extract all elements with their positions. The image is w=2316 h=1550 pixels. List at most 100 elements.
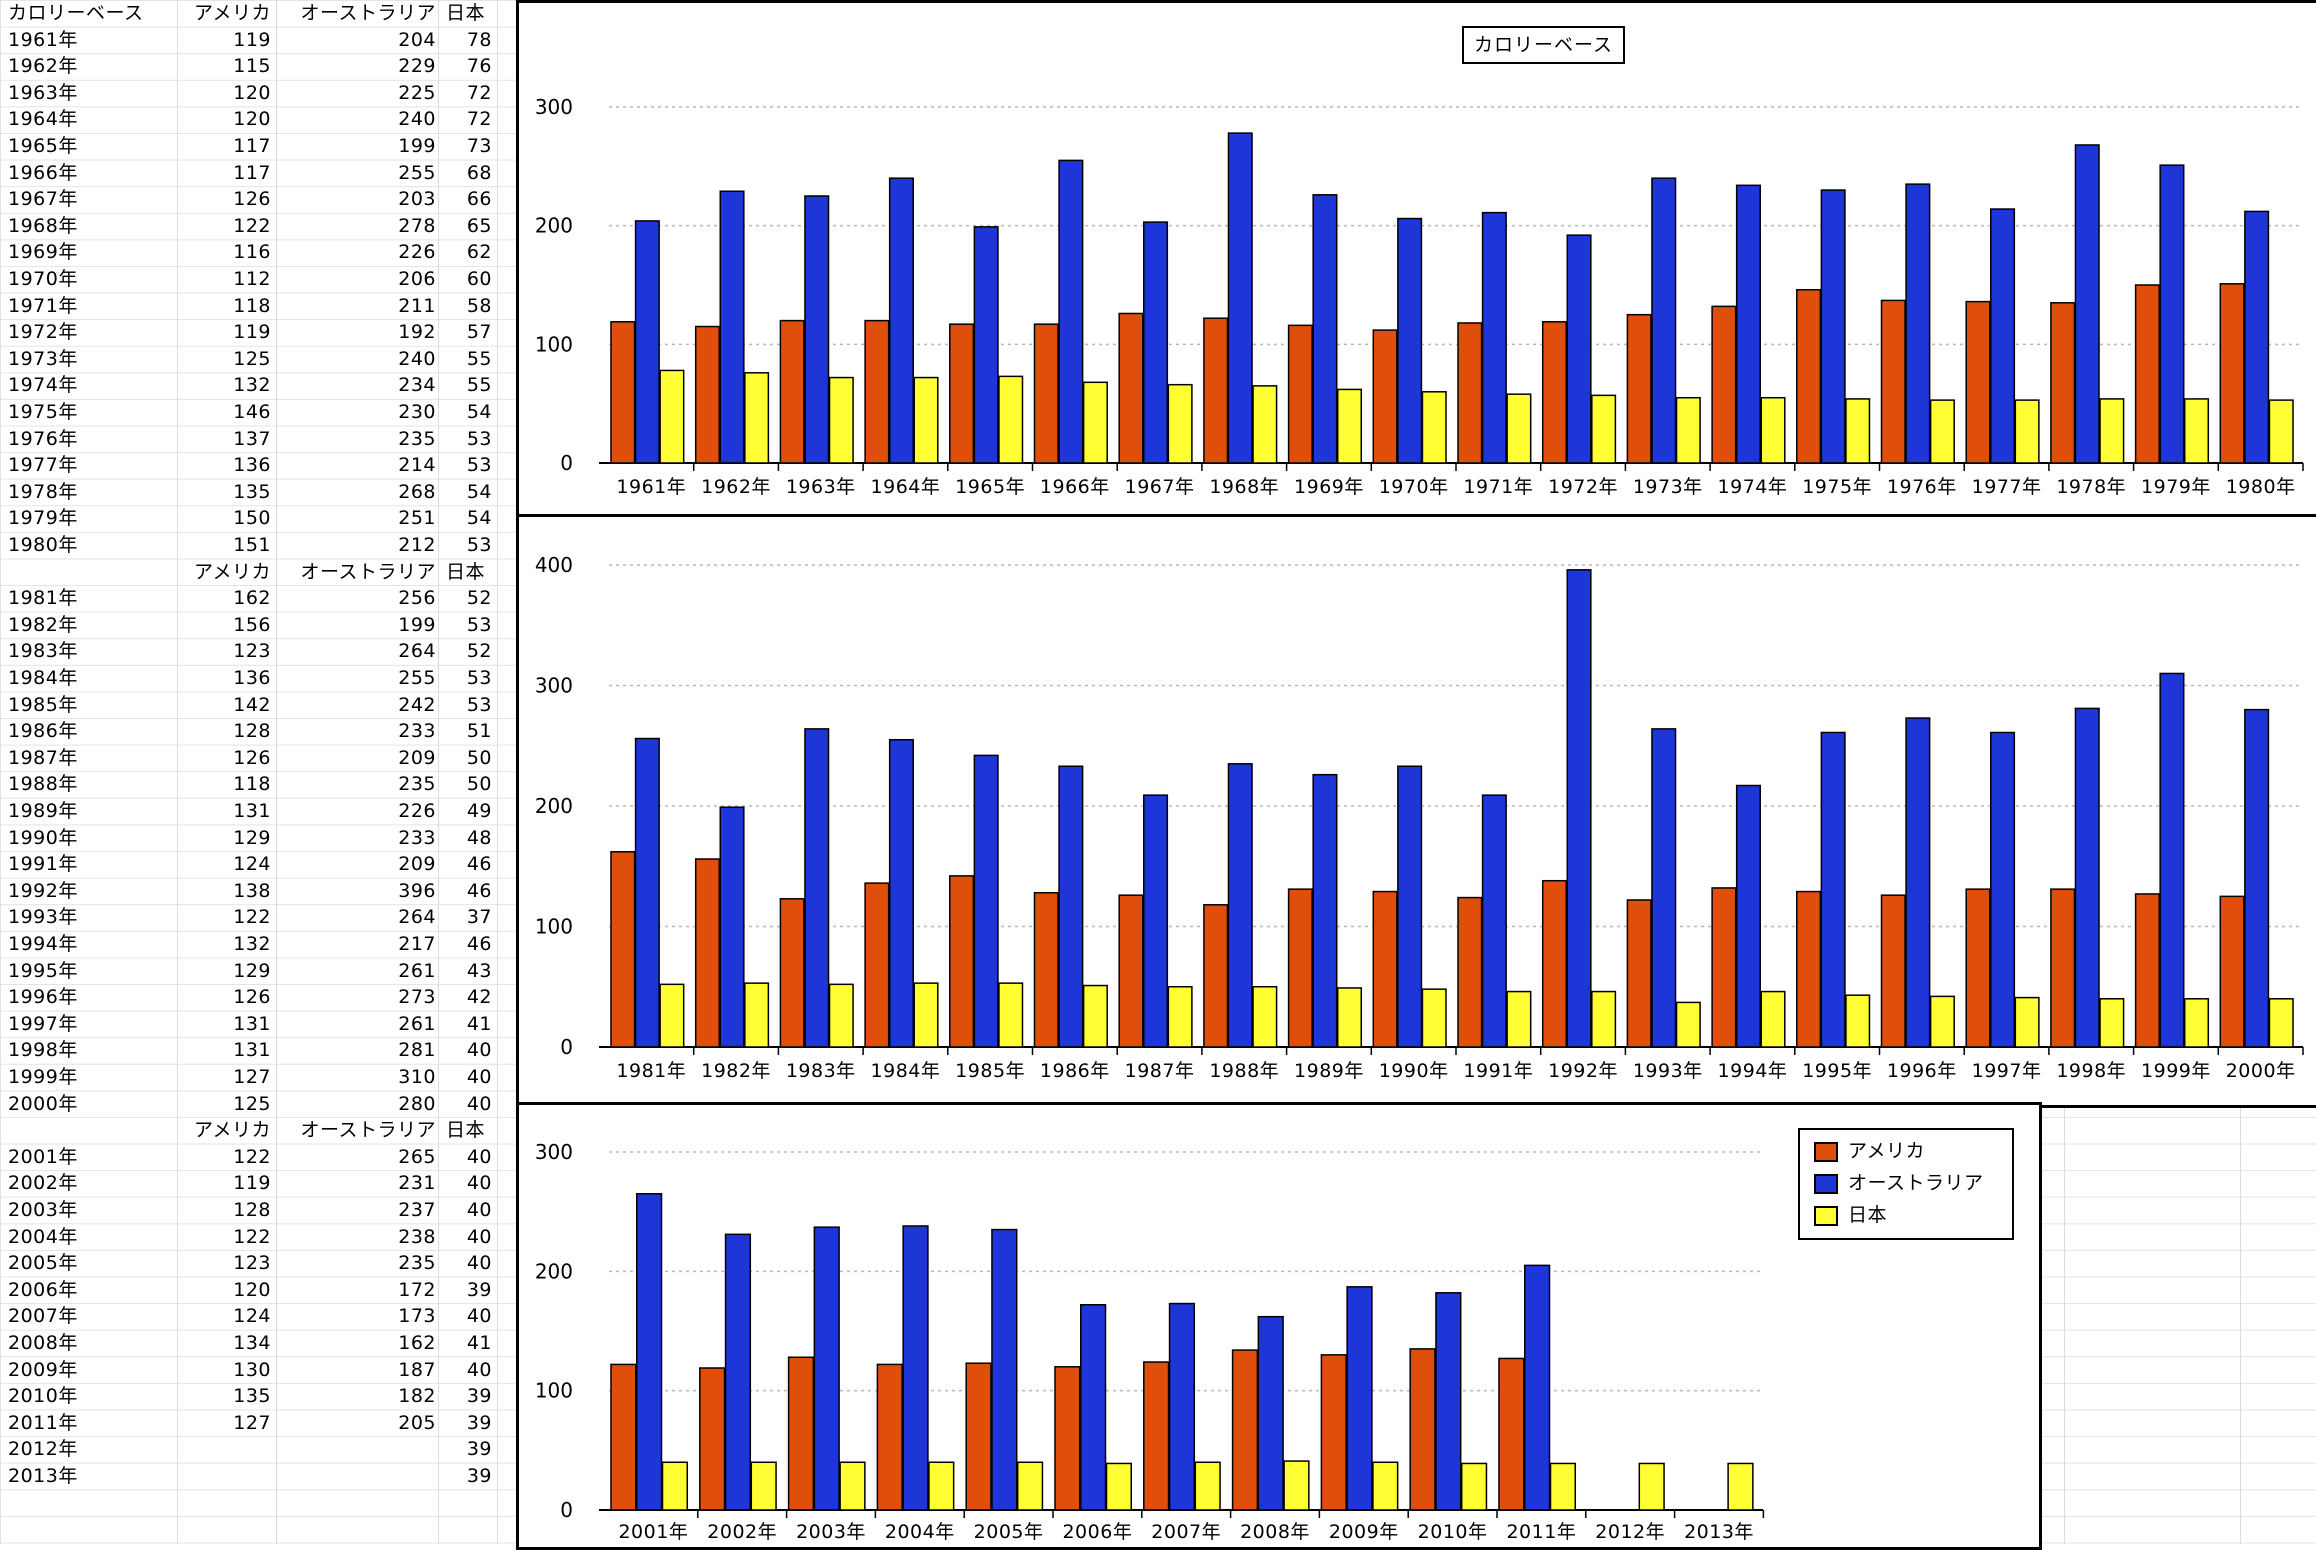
sheet-cell-america[interactable]: 120	[233, 1278, 271, 1301]
bar-america[interactable]	[1880, 299, 1906, 464]
sheet-cell-america[interactable]: 132	[233, 374, 271, 397]
bar-america[interactable]	[1054, 1366, 1081, 1511]
bar-australia[interactable]	[1080, 1303, 1107, 1511]
sheet-cell-label[interactable]: 1982年	[8, 613, 78, 636]
sheet-header-america[interactable]: アメリカ	[193, 1119, 271, 1142]
bar-america[interactable]	[1320, 1354, 1347, 1511]
sheet-cell-america[interactable]: 122	[233, 214, 271, 237]
bar-america[interactable]	[1796, 288, 1822, 464]
sheet-cell-america[interactable]: 126	[233, 188, 271, 211]
sheet-cell-australia[interactable]: 281	[398, 1039, 436, 1062]
bar-japan[interactable]	[1016, 1461, 1044, 1511]
bar-australia[interactable]	[719, 806, 745, 1048]
bar-australia[interactable]	[902, 1225, 929, 1511]
chart-2001-2013[interactable]: 0 100 200 300 2001年 2002年 2003年 2004年 2005年 2006年…	[516, 1102, 2042, 1550]
sheet-cell-australia[interactable]: 256	[398, 587, 436, 610]
sheet-cell-label[interactable]: 1967年	[8, 188, 78, 211]
sheet-cell-japan[interactable]: 57	[466, 321, 492, 344]
bar-japan[interactable]	[661, 1461, 689, 1511]
sheet-cell-america[interactable]: 123	[233, 1252, 271, 1275]
bar-australia[interactable]	[1143, 221, 1169, 464]
sheet-cell-japan[interactable]: 43	[466, 959, 492, 982]
sheet-cell-america[interactable]	[175, 1463, 271, 1490]
chart-1961-1980[interactable]: 0 100 200 300 1961年 1962年 1963年 1964年 1965年 1966年…	[516, 0, 2316, 520]
sheet-cell-australia[interactable]: 268	[398, 480, 436, 503]
bar-japan[interactable]	[659, 983, 685, 1048]
bar-america[interactable]	[2134, 284, 2160, 464]
sheet-cell-america[interactable]: 142	[233, 693, 271, 716]
sheet-cell-japan[interactable]: 68	[466, 161, 492, 184]
bar-america[interactable]	[876, 1363, 903, 1511]
sheet-cell-australia[interactable]: 231	[398, 1172, 436, 1195]
sheet-cell-japan[interactable]: 72	[466, 81, 492, 104]
sheet-cell-japan[interactable]: 53	[466, 693, 492, 716]
sheet-header-japan[interactable]: 日本	[446, 560, 486, 583]
sheet-cell-japan[interactable]: 58	[466, 294, 492, 317]
sheet-cell-label[interactable]: 1978年	[8, 480, 78, 503]
sheet-cell-label[interactable]: 2012年	[8, 1438, 78, 1461]
sheet-cell-label[interactable]: 1966年	[8, 161, 78, 184]
sheet-cell-japan[interactable]: 40	[466, 1172, 492, 1195]
sheet-cell-label[interactable]: 2013年	[8, 1465, 78, 1487]
bar-australia[interactable]	[973, 754, 999, 1048]
bar-japan[interactable]	[1336, 987, 1363, 1048]
sheet-cell-japan[interactable]: 40	[466, 1199, 492, 1221]
sheet-cell-japan[interactable]: 39	[466, 1278, 492, 1301]
bar-america[interactable]	[1033, 892, 1059, 1048]
bar-japan[interactable]	[1760, 990, 1786, 1048]
bar-japan[interactable]	[1929, 995, 1955, 1048]
sheet-cell-japan[interactable]: 53	[466, 427, 492, 450]
sheet-cell-america[interactable]: 124	[233, 853, 271, 876]
bar-japan[interactable]	[913, 982, 939, 1048]
sheet-cell-japan[interactable]: 39	[466, 1465, 492, 1487]
bar-japan[interactable]	[1421, 988, 1447, 1048]
bar-japan[interactable]	[1506, 990, 1532, 1048]
bar-australia[interactable]	[1481, 211, 1507, 464]
sheet-cell-label[interactable]: 1989年	[8, 800, 78, 822]
sheet-cell-label[interactable]: 2001年	[8, 1145, 78, 1168]
bar-australia[interactable]	[888, 177, 914, 464]
bar-australia[interactable]	[1257, 1315, 1284, 1511]
sheet-cell-america[interactable]: 132	[233, 933, 271, 955]
bar-australia[interactable]	[1346, 1286, 1373, 1511]
sheet-cell-america[interactable]: 122	[233, 1225, 271, 1248]
bar-america[interactable]	[1457, 896, 1483, 1048]
sheet-header-japan[interactable]: 日本	[446, 2, 486, 24]
bar-japan[interactable]	[913, 376, 939, 464]
sheet-cell-label[interactable]: 1965年	[8, 135, 78, 157]
sheet-cell-america[interactable]: 112	[233, 268, 271, 290]
bar-america[interactable]	[2134, 893, 2160, 1048]
bar-australia[interactable]	[991, 1228, 1018, 1511]
bar-japan[interactable]	[828, 983, 854, 1048]
sheet-cell-america[interactable]: 150	[233, 507, 271, 530]
sheet-cell-australia[interactable]: 225	[398, 81, 436, 104]
sheet-cell-australia[interactable]: 173	[398, 1305, 436, 1328]
sheet-header-australia[interactable]: オーストラリア	[300, 1119, 436, 1142]
sheet-cell-australia[interactable]: 217	[398, 933, 436, 955]
bar-america[interactable]	[1498, 1357, 1525, 1511]
sheet-cell-label[interactable]: 1980年	[8, 534, 78, 556]
sheet-cell-australia[interactable]: 162	[398, 1332, 436, 1354]
bar-japan[interactable]	[659, 369, 685, 464]
sheet-cell-japan[interactable]: 41	[466, 1332, 492, 1354]
sheet-cell-australia[interactable]: 209	[398, 853, 436, 876]
bar-japan[interactable]	[828, 376, 854, 464]
sheet-header-america[interactable]: アメリカ	[193, 560, 271, 583]
sheet-cell-america[interactable]: 124	[233, 1305, 271, 1328]
bar-japan[interactable]	[1283, 1460, 1310, 1511]
bar-america[interactable]	[1626, 899, 1652, 1048]
sheet-cell-label[interactable]: 1979年	[8, 507, 78, 530]
sheet-cell-australia[interactable]: 234	[398, 374, 436, 397]
sheet-cell-australia[interactable]: 211	[398, 294, 436, 317]
bar-japan[interactable]	[2183, 998, 2210, 1048]
sheet-cell-label[interactable]: 2004年	[8, 1225, 78, 1248]
sheet-cell-america[interactable]: 125	[233, 347, 271, 370]
sheet-cell-japan[interactable]: 78	[466, 28, 492, 51]
bar-america[interactable]	[1203, 904, 1229, 1048]
sheet-cell-australia[interactable]: 229	[398, 55, 436, 78]
sheet-cell-label[interactable]: 1997年	[8, 1012, 78, 1035]
sheet-cell-australia[interactable]: 242	[398, 693, 436, 716]
bar-america[interactable]	[949, 875, 975, 1048]
sheet-cell-australia[interactable]: 172	[398, 1278, 436, 1301]
sheet-cell-australia[interactable]: 261	[398, 1012, 436, 1035]
